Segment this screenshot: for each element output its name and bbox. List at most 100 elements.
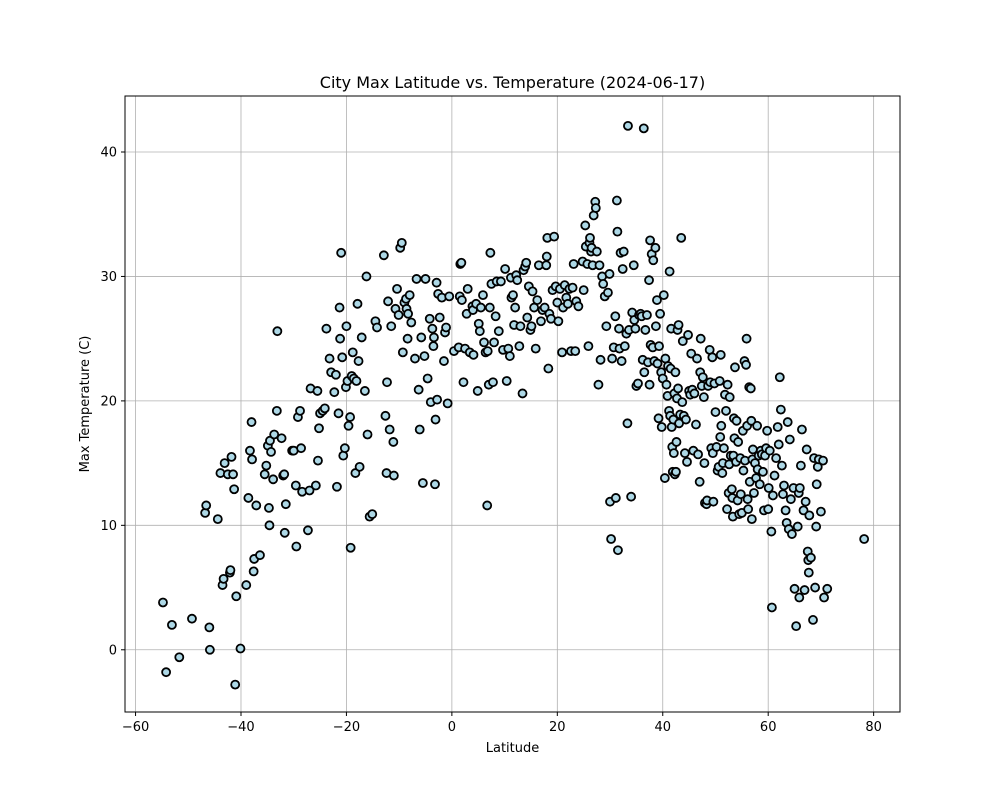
data-point [763, 504, 774, 515]
data-point [659, 473, 670, 483]
data-point [578, 285, 589, 296]
data-point [456, 295, 467, 305]
data-point [616, 356, 627, 366]
data-point [567, 282, 578, 293]
data-point [743, 504, 754, 515]
data-point [212, 514, 223, 525]
data-point [699, 458, 710, 469]
data-point [595, 354, 606, 365]
data-point [488, 377, 498, 388]
data-point [420, 274, 431, 284]
data-point [630, 323, 641, 334]
data-point [594, 260, 605, 271]
data-point [738, 465, 749, 476]
data-point [619, 341, 630, 352]
data-point [715, 349, 726, 360]
data-point [241, 580, 252, 590]
data-point [651, 321, 661, 332]
data-point [719, 443, 729, 454]
data-point [648, 255, 659, 266]
data-point [680, 448, 690, 459]
data-point [741, 359, 751, 370]
x-tick-label: 40 [654, 720, 671, 735]
x-tick-label: 80 [865, 720, 882, 735]
data-point [710, 407, 721, 417]
data-point [661, 379, 672, 390]
x-tick-label: 0 [448, 720, 456, 735]
data-point [722, 379, 733, 390]
data-point [204, 622, 215, 633]
data-point [218, 573, 229, 584]
data-point [617, 264, 628, 274]
data-point [639, 367, 650, 378]
data-point [612, 226, 623, 237]
data-point [403, 308, 414, 319]
data-point [623, 120, 633, 131]
data-point [645, 235, 655, 246]
data-point [402, 333, 413, 344]
data-point [416, 332, 427, 343]
data-point [351, 376, 362, 386]
y-tick-label: 10 [100, 519, 117, 534]
data-point [746, 514, 757, 525]
data-point [730, 362, 740, 373]
data-point [352, 298, 363, 309]
data-point [417, 478, 428, 488]
data-point [378, 250, 389, 261]
data-point [689, 388, 700, 399]
data-point [493, 326, 504, 337]
data-point [716, 420, 727, 431]
data-point [367, 509, 378, 520]
data-point [771, 453, 782, 464]
data-point [490, 311, 501, 322]
data-point [404, 290, 415, 301]
data-point [329, 387, 340, 398]
data-point [478, 290, 488, 301]
data-point [337, 352, 348, 363]
data-point [568, 259, 579, 269]
data-point [752, 420, 763, 431]
data-point [347, 347, 358, 358]
data-point [859, 534, 870, 544]
data-point [384, 424, 395, 435]
data-point [650, 242, 661, 253]
data-point [677, 336, 688, 347]
data-point [794, 483, 805, 493]
data-point [772, 422, 783, 432]
data-point [484, 302, 495, 313]
grid [125, 96, 900, 712]
data-point [304, 485, 315, 496]
data-points [158, 120, 870, 690]
data-point [324, 353, 335, 364]
data-point [782, 417, 793, 427]
data-point [652, 358, 663, 369]
data-point [683, 330, 693, 340]
data-point [266, 447, 276, 457]
data-point [590, 203, 601, 213]
data-point [741, 333, 752, 344]
data-point [204, 644, 215, 655]
data-point [819, 592, 829, 603]
data-point [514, 341, 525, 352]
data-point [692, 353, 702, 364]
data-point [501, 376, 512, 386]
data-point [541, 251, 552, 262]
data-point [539, 302, 550, 313]
data-point [392, 283, 402, 294]
data-point [789, 583, 800, 594]
data-point [201, 500, 212, 511]
x-tick-label: −60 [122, 720, 149, 735]
data-point [722, 504, 732, 515]
data-point [779, 480, 789, 491]
data-point [359, 386, 370, 396]
data-point [521, 257, 532, 268]
data-point [541, 260, 552, 271]
data-point [504, 351, 515, 361]
data-point [731, 415, 742, 426]
data-point [485, 247, 496, 258]
data-point [778, 489, 788, 500]
data-point [261, 460, 272, 471]
data-point [444, 291, 455, 302]
data-point [410, 353, 420, 364]
y-tick-label: 20 [100, 394, 117, 409]
